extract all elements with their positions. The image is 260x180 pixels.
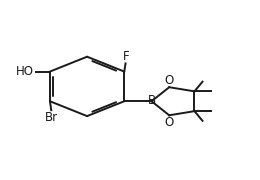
- Text: O: O: [165, 116, 174, 129]
- Text: HO: HO: [16, 65, 34, 78]
- Text: B: B: [147, 94, 156, 107]
- Text: O: O: [165, 74, 174, 87]
- Text: F: F: [122, 50, 129, 63]
- Text: Br: Br: [45, 111, 58, 124]
